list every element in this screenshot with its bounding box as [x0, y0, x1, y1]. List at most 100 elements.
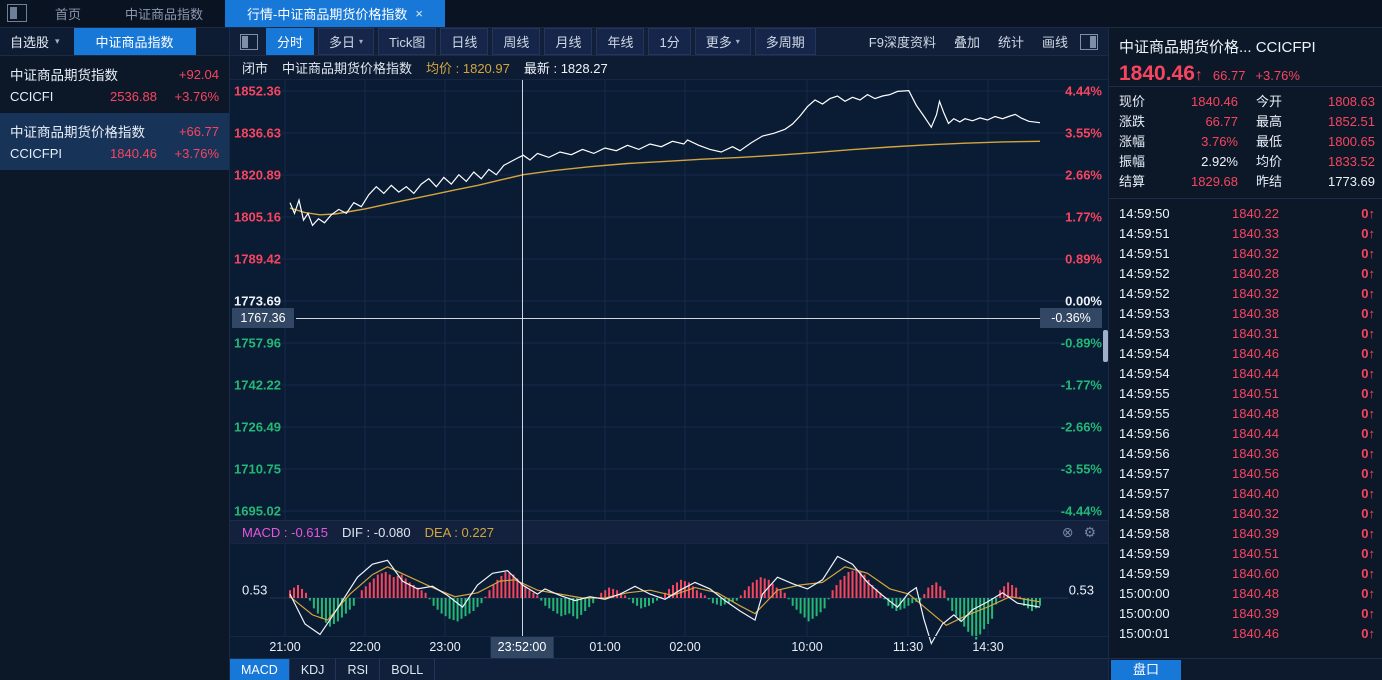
stat-label: 最低: [1256, 134, 1283, 149]
splitter-handle[interactable]: [1103, 330, 1108, 362]
close-indicator-icon[interactable]: ⊗: [1061, 523, 1074, 540]
tick-time: 14:59:53: [1119, 306, 1170, 321]
indicator-tabs: MACD KDJ RSI BOLL: [230, 658, 1108, 680]
tick-price: 1840.31: [1232, 326, 1279, 341]
panel-toggle-chart-right-icon[interactable]: [1080, 33, 1098, 50]
tick-price: 1840.44: [1232, 366, 1279, 381]
watchlist-sidebar: 自选股 ▾ 中证商品指数 中证商品期货指数 +92.04 CCICFI 2536.88…: [0, 28, 230, 680]
intraday-plot[interactable]: 1852.36 1836.63 1820.89 1805.16 1789.42 1773.…: [230, 80, 1108, 520]
close-icon[interactable]: ×: [415, 6, 423, 21]
toolbar-action-2[interactable]: 统计: [997, 35, 1024, 50]
stat-label: 均价: [1256, 154, 1283, 169]
tick-time: 14:59:50: [1119, 206, 1170, 221]
toolbar-button-label: 周线: [503, 35, 530, 50]
toolbar-button-4[interactable]: 周线: [492, 28, 541, 55]
tick-row: 14:59:52 1840.32 0↑: [1109, 284, 1382, 304]
tick-volume-up: 0↑: [1361, 566, 1375, 581]
tick-time: 14:59:56: [1119, 426, 1170, 441]
quote-price-row: 1840.46↑ 66.77 +3.76%: [1109, 57, 1382, 86]
tick-time: 15:00:00: [1119, 606, 1170, 621]
tick-time: 14:59:57: [1119, 466, 1170, 481]
indicator-tab-rsi[interactable]: RSI: [336, 659, 381, 680]
top-tab-0[interactable]: 首页: [33, 0, 103, 27]
last-price: 1840.46↑: [1119, 62, 1203, 85]
price-tick: 1726.49: [234, 419, 281, 434]
pct-tick: 1.77%: [1065, 210, 1102, 225]
chevron-down-icon: ▾: [55, 36, 60, 46]
indicator-tab-kdj[interactable]: KDJ: [290, 659, 337, 680]
indicator-tab-boll[interactable]: BOLL: [380, 659, 436, 680]
toolbar-action-0[interactable]: F9深度资料: [868, 35, 936, 50]
tick-volume-up: 0↑: [1361, 606, 1375, 621]
watchlist-group-dropdown[interactable]: 自选股 ▾: [0, 28, 70, 55]
toolbar-button-7[interactable]: 1分: [648, 28, 691, 55]
toolbar-button-3[interactable]: 日线: [440, 28, 489, 55]
time-tick: 11:30: [892, 640, 924, 654]
instrument-change: +66.77: [178, 123, 219, 139]
tick-price: 1840.46: [1232, 346, 1279, 361]
tick-volume-up: 0↑: [1361, 426, 1375, 441]
quote-panel-footer: 盘口: [1109, 658, 1382, 680]
tick-row: 14:59:50 1840.22 0↑: [1109, 204, 1382, 224]
top-tab-1[interactable]: 中证商品指数: [103, 0, 225, 27]
gear-icon[interactable]: ⚙: [1083, 523, 1096, 540]
time-tick: 10:00: [791, 640, 823, 654]
panel-toggle-left-icon[interactable]: [7, 4, 27, 22]
price-tick: 1789.42: [234, 252, 281, 267]
toolbar-button-2[interactable]: Tick图: [378, 28, 437, 55]
toolbar-button-1[interactable]: 多日 ▾: [318, 28, 375, 55]
tick-volume-up: 0↑: [1361, 366, 1375, 381]
toolbar-button-5[interactable]: 月线: [544, 28, 593, 55]
dif-line: [289, 555, 1041, 646]
tick-volume-up: 0↑: [1361, 306, 1375, 321]
price-line: [289, 89, 1041, 227]
tick-time: 14:59:58: [1119, 526, 1170, 541]
tick-volume-up: 0↑: [1361, 266, 1375, 281]
toolbar-button-8[interactable]: 更多 ▾: [694, 28, 751, 55]
time-tick: 02:00: [669, 640, 701, 654]
watchlist-item-CCICFI[interactable]: 中证商品期货指数 +92.04 CCICFI 2536.88 +3.76%: [0, 56, 229, 113]
stat-value: 1833.52: [1328, 154, 1375, 169]
tick-volume-up: 0↑: [1361, 246, 1375, 261]
top-tab-2[interactable]: 行情-中证商品期货价格指数 ×: [225, 0, 445, 27]
stat-value: 1800.65: [1328, 134, 1375, 149]
tick-row: 14:59:56 1840.44 0↑: [1109, 424, 1382, 444]
tick-time: 14:59:59: [1119, 566, 1170, 581]
panel-toggle-chart-left-icon[interactable]: [240, 33, 258, 50]
instrument-pct: +3.76%: [174, 145, 219, 161]
stat-label: 今开: [1256, 94, 1283, 109]
macd-plot[interactable]: 0.53 0.53: [230, 544, 1108, 646]
watchlist-header: 自选股 ▾ 中证商品指数: [0, 28, 229, 56]
tick-price: 1840.32: [1232, 286, 1279, 301]
pct-tick: 3.55%: [1065, 126, 1102, 141]
tick-row: 15:00:00 1840.48 0↑: [1109, 584, 1382, 604]
tick-row: 14:59:58 1840.39 0↑: [1109, 524, 1382, 544]
stat-value: 3.76%: [1201, 134, 1238, 149]
toolbar-button-9[interactable]: 多周期: [754, 28, 816, 55]
dif-value: DIF : -0.080: [341, 524, 411, 540]
grid: [270, 80, 1068, 520]
stat-label: 涨跌: [1119, 114, 1146, 129]
toolbar-button-0[interactable]: 分时: [266, 28, 315, 55]
tick-volume-up: 0↑: [1361, 406, 1375, 421]
toolbar-action-3[interactable]: 画线: [1041, 35, 1068, 50]
divider: [1109, 198, 1382, 199]
tick-price: 1840.36: [1232, 446, 1279, 461]
watchlist-item-CCICFPI[interactable]: 中证商品期货价格指数 +66.77 CCICFPI 1840.46 +3.76%: [0, 113, 229, 170]
toolbar-button-6[interactable]: 年线: [596, 28, 645, 55]
pct-tick: -2.66%: [1061, 420, 1103, 435]
tick-volume-up: 0↑: [1361, 346, 1375, 361]
tick-time: 14:59:54: [1119, 346, 1170, 361]
macd-left-axis-value: 0.53: [242, 582, 268, 598]
stat-value: 1840.46: [1191, 94, 1238, 109]
toolbar-action-1[interactable]: 叠加: [953, 35, 980, 50]
toolbar-button-label: Tick图: [389, 35, 426, 50]
tick-price: 1840.48: [1232, 406, 1279, 421]
indicator-tab-macd[interactable]: MACD: [230, 659, 290, 680]
sidebar-tab-index-group[interactable]: 中证商品指数: [73, 28, 196, 55]
stat-value: 66.77: [1205, 114, 1238, 129]
tick-by-tick-list[interactable]: 14:59:50 1840.22 0↑ 14:59:51 1840.33 0↑ 14:59:…: [1109, 204, 1382, 644]
order-book-tab[interactable]: 盘口: [1111, 660, 1181, 680]
instrument-code: CCICFI: [10, 88, 54, 104]
